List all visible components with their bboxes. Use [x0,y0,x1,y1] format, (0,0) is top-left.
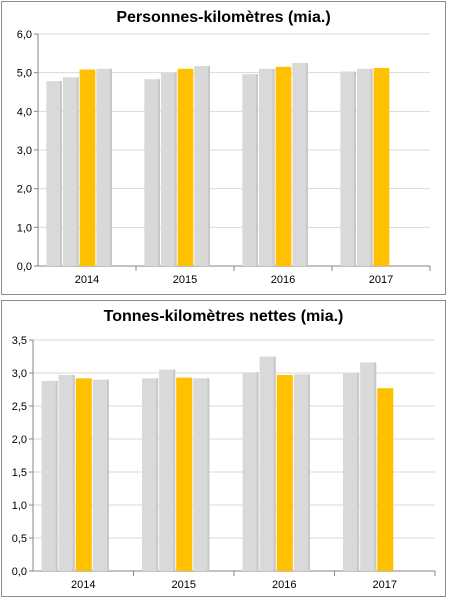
bar [62,77,79,266]
bar-highlight [377,388,394,571]
y-tick-label: 3,0 [12,368,27,380]
bar-highlight [373,68,390,266]
x-tick-label: 2014 [75,274,99,286]
y-tick-label: 0,5 [12,533,27,545]
y-tick-label: 2,5 [12,401,27,413]
bar-shade [55,380,58,571]
bar [96,68,112,266]
bar-shade [353,71,356,266]
bar [258,68,275,266]
bar-shade [59,81,62,266]
bar [340,71,356,266]
bar-shade [272,68,275,266]
bar-highlight [275,66,292,266]
bar [194,66,210,267]
y-tick-label: 2,0 [12,434,27,446]
bar [160,72,177,267]
y-tick-label: 2,0 [17,184,32,196]
passenger-km-chart: 0,0 1,0 2,0 3,0 4,0 5,0 6,0 2014 2015 2016 2017 [17,29,431,286]
bar [46,81,62,266]
bar [144,79,160,267]
bar-shade [174,72,177,267]
x-tick-label: 2015 [172,579,196,591]
bar-highlight [176,377,193,571]
bar-highlight [75,378,92,571]
bar [58,374,75,571]
y-tick-label: 3,5 [12,335,27,347]
y-tick-label: 1,0 [12,500,27,512]
freight-tonne-km-chart: 0,0 0,5 1,0 1,5 2,0 2,5 3,0 3,5 2014 2015 2016 2017 [12,335,436,591]
y-tick-label: 3,0 [17,145,32,157]
bar-shade [157,79,160,267]
bar [92,379,109,571]
bar-shade [307,374,310,571]
bar-shade [207,66,210,267]
y-tick-label: 0,0 [17,261,32,273]
bar-highlight [276,374,293,571]
chart-title: Personnes-kilomètres (mia.) [116,9,331,26]
y-tick-label: 1,5 [12,467,27,479]
x-tick-label: 2016 [271,274,295,286]
bar-shade [207,378,210,571]
x-tick-label: 2014 [71,579,95,591]
bar-shade [173,369,176,571]
bar-shade [76,77,79,266]
bar [193,378,210,571]
bar [242,372,259,571]
x-tick-label: 2015 [173,274,197,286]
bar [356,68,373,266]
bar-shade [106,379,109,571]
y-tick-label: 6,0 [17,29,32,41]
bar-shade [273,356,276,571]
x-tick-label: 2017 [369,274,393,286]
bar [142,378,159,571]
y-tick-label: 1,0 [17,222,32,234]
x-tick-label: 2017 [373,579,397,591]
chart-panel-freight: Tonnes-kilomètres nettes (mia.) 0,0 0,5 1,… [1,300,446,597]
bar [242,74,258,266]
bar-shade [156,378,159,571]
bar [159,369,176,571]
bar [259,356,276,571]
y-tick-label: 0,0 [12,566,27,578]
bar-shade [305,63,308,266]
y-tick-label: 5,0 [17,68,32,80]
bar [343,373,360,571]
y-tick-label: 4,0 [17,106,32,118]
bar-shade [255,74,258,266]
bar-shade [256,372,259,571]
bar-highlight [79,69,96,266]
x-tick-label: 2016 [272,579,296,591]
bar-shade [109,68,112,266]
bar [360,362,377,571]
chart-title: Tonnes-kilomètres nettes (mia.) [103,308,344,325]
bar [293,374,310,571]
bar-shade [374,362,377,571]
bar-shade [72,374,75,571]
bar-shade [357,373,360,571]
bar-highlight [177,68,194,266]
bar [292,63,308,266]
chart-panel-passenger: Personnes-kilomètres (mia.) 0,0 1,0 2,0 3,0… [1,1,446,295]
bar-shade [370,68,373,266]
bar [41,380,58,571]
